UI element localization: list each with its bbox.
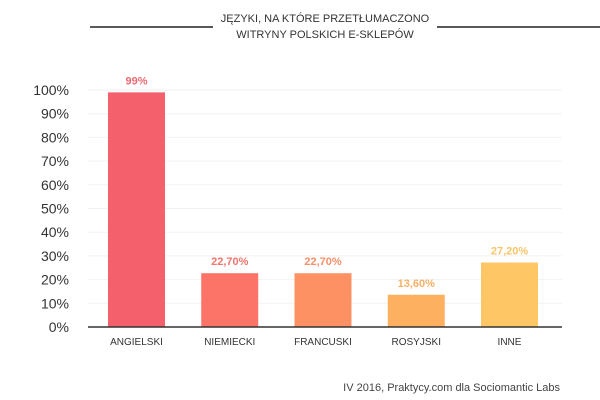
y-tick-label: 10% [41,295,69,311]
y-tick-label: 20% [41,272,69,288]
data-label: 99% [125,75,147,87]
y-tick-label: 50% [41,201,69,217]
bar-inne [481,262,538,327]
y-tick-label: 40% [41,224,69,240]
y-tick-label: 30% [41,248,69,264]
data-label: 27,20% [491,246,529,258]
y-tick-label: 100% [33,82,69,98]
y-tick-label: 60% [41,177,69,193]
data-label: 13,60% [398,278,436,290]
data-label: 22,70% [304,256,342,268]
bar-francuski [294,273,352,327]
y-tick-label: 70% [41,153,69,169]
y-tick-label: 90% [41,106,69,122]
chart-title-line-2: WITRYNY POLSKICH E-SKLEPÓW [236,28,414,41]
x-tick-label: FRANCUSKI [294,337,352,348]
chart-title-line-1: JĘZYKI, NA KTÓRE PRZETŁUMACZONO [221,12,430,25]
data-label: 22,70% [211,256,249,268]
bar-rosyjski [387,294,445,327]
bar-niemiecki [201,273,259,327]
x-tick-label: ANGIELSKI [110,337,163,348]
y-tick-label: 80% [41,129,69,145]
bar-angielski [108,92,165,328]
y-tick-label: 0% [49,319,69,335]
x-tick-label: ROSYJSKI [392,337,441,348]
x-tick-label: INNE [498,337,522,348]
source-note: IV 2016, Praktycy.com dla Sociomantic La… [343,382,560,394]
x-tick-label: NIEMIECKI [204,337,255,348]
